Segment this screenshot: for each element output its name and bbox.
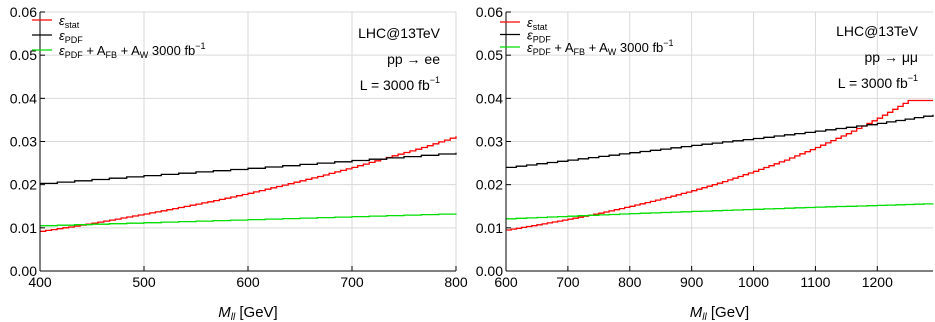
x-tick-label: 700 bbox=[340, 274, 364, 290]
x-tick-label: 1200 bbox=[862, 274, 893, 290]
x-tick-label: 1000 bbox=[738, 274, 769, 290]
legend-label-3: εPDF + AFB + AW 3000 fb−1 bbox=[527, 38, 674, 57]
annotation-3: L = 3000 fb−1 bbox=[360, 75, 440, 93]
annotation-1: LHC@13TeV bbox=[836, 23, 919, 39]
y-tick-label: 0.06 bbox=[476, 4, 503, 20]
x-tick-label: 500 bbox=[132, 274, 156, 290]
legend-label-2: εPDF bbox=[59, 28, 83, 45]
series-line-2 bbox=[506, 114, 934, 169]
series-line-3 bbox=[506, 203, 934, 220]
annotation-3: L = 3000 fb−1 bbox=[838, 73, 918, 91]
annotation-2: pp → μμ bbox=[865, 49, 918, 65]
series-line-3 bbox=[40, 213, 457, 227]
chart-panel-1: 400 500 600 700 800 0.00 0.01 0.02 0.03 0.04 0.05 0… bbox=[10, 4, 468, 322]
chart-panel-2: 600 700 800 900 1000 1100 1200 0.00 0.01 0.02 0.03… bbox=[476, 4, 934, 322]
y-tick-label: 0.05 bbox=[476, 47, 503, 63]
x-tick-label: 400 bbox=[28, 274, 52, 290]
y-tick-label: 0.01 bbox=[476, 220, 503, 236]
legend-label-3: εPDF + AFB + AW 3000 fb−1 bbox=[59, 41, 206, 60]
x-axis-label: Mll [GeV] bbox=[690, 304, 749, 322]
x-tick-label: 1100 bbox=[800, 274, 830, 290]
y-tick-label: 0.00 bbox=[476, 263, 503, 279]
series-line-1 bbox=[506, 99, 933, 231]
legend-label-1: εstat bbox=[527, 15, 548, 32]
y-tick-label: 0.01 bbox=[10, 220, 37, 236]
x-axis-label: Mll [GeV] bbox=[218, 304, 277, 322]
y-tick-label: 0.04 bbox=[476, 90, 503, 106]
y-tick-label: 0.05 bbox=[10, 47, 37, 63]
x-tick-label: 700 bbox=[556, 274, 580, 290]
y-tick-label: 0.03 bbox=[476, 134, 503, 150]
x-tick-label: 900 bbox=[680, 274, 704, 290]
x-tick-label: 800 bbox=[618, 274, 642, 290]
legend-label-1: εstat bbox=[59, 13, 80, 30]
series-line-2 bbox=[40, 152, 457, 185]
x-tick-label: 800 bbox=[444, 274, 468, 290]
y-tick-label: 0.02 bbox=[10, 177, 37, 193]
y-tick-label: 0.04 bbox=[10, 90, 37, 106]
legend-label-2: εPDF bbox=[527, 28, 551, 45]
y-tick-label: 0.00 bbox=[10, 263, 37, 279]
annotation-2: pp → ee bbox=[387, 51, 440, 67]
y-tick-label: 0.02 bbox=[476, 177, 503, 193]
y-tick-label: 0.06 bbox=[10, 4, 37, 20]
x-tick-label: 600 bbox=[494, 274, 518, 290]
x-tick-label: 600 bbox=[236, 274, 260, 290]
annotation-1: LHC@13TeV bbox=[358, 25, 441, 41]
y-tick-label: 0.03 bbox=[10, 134, 37, 150]
